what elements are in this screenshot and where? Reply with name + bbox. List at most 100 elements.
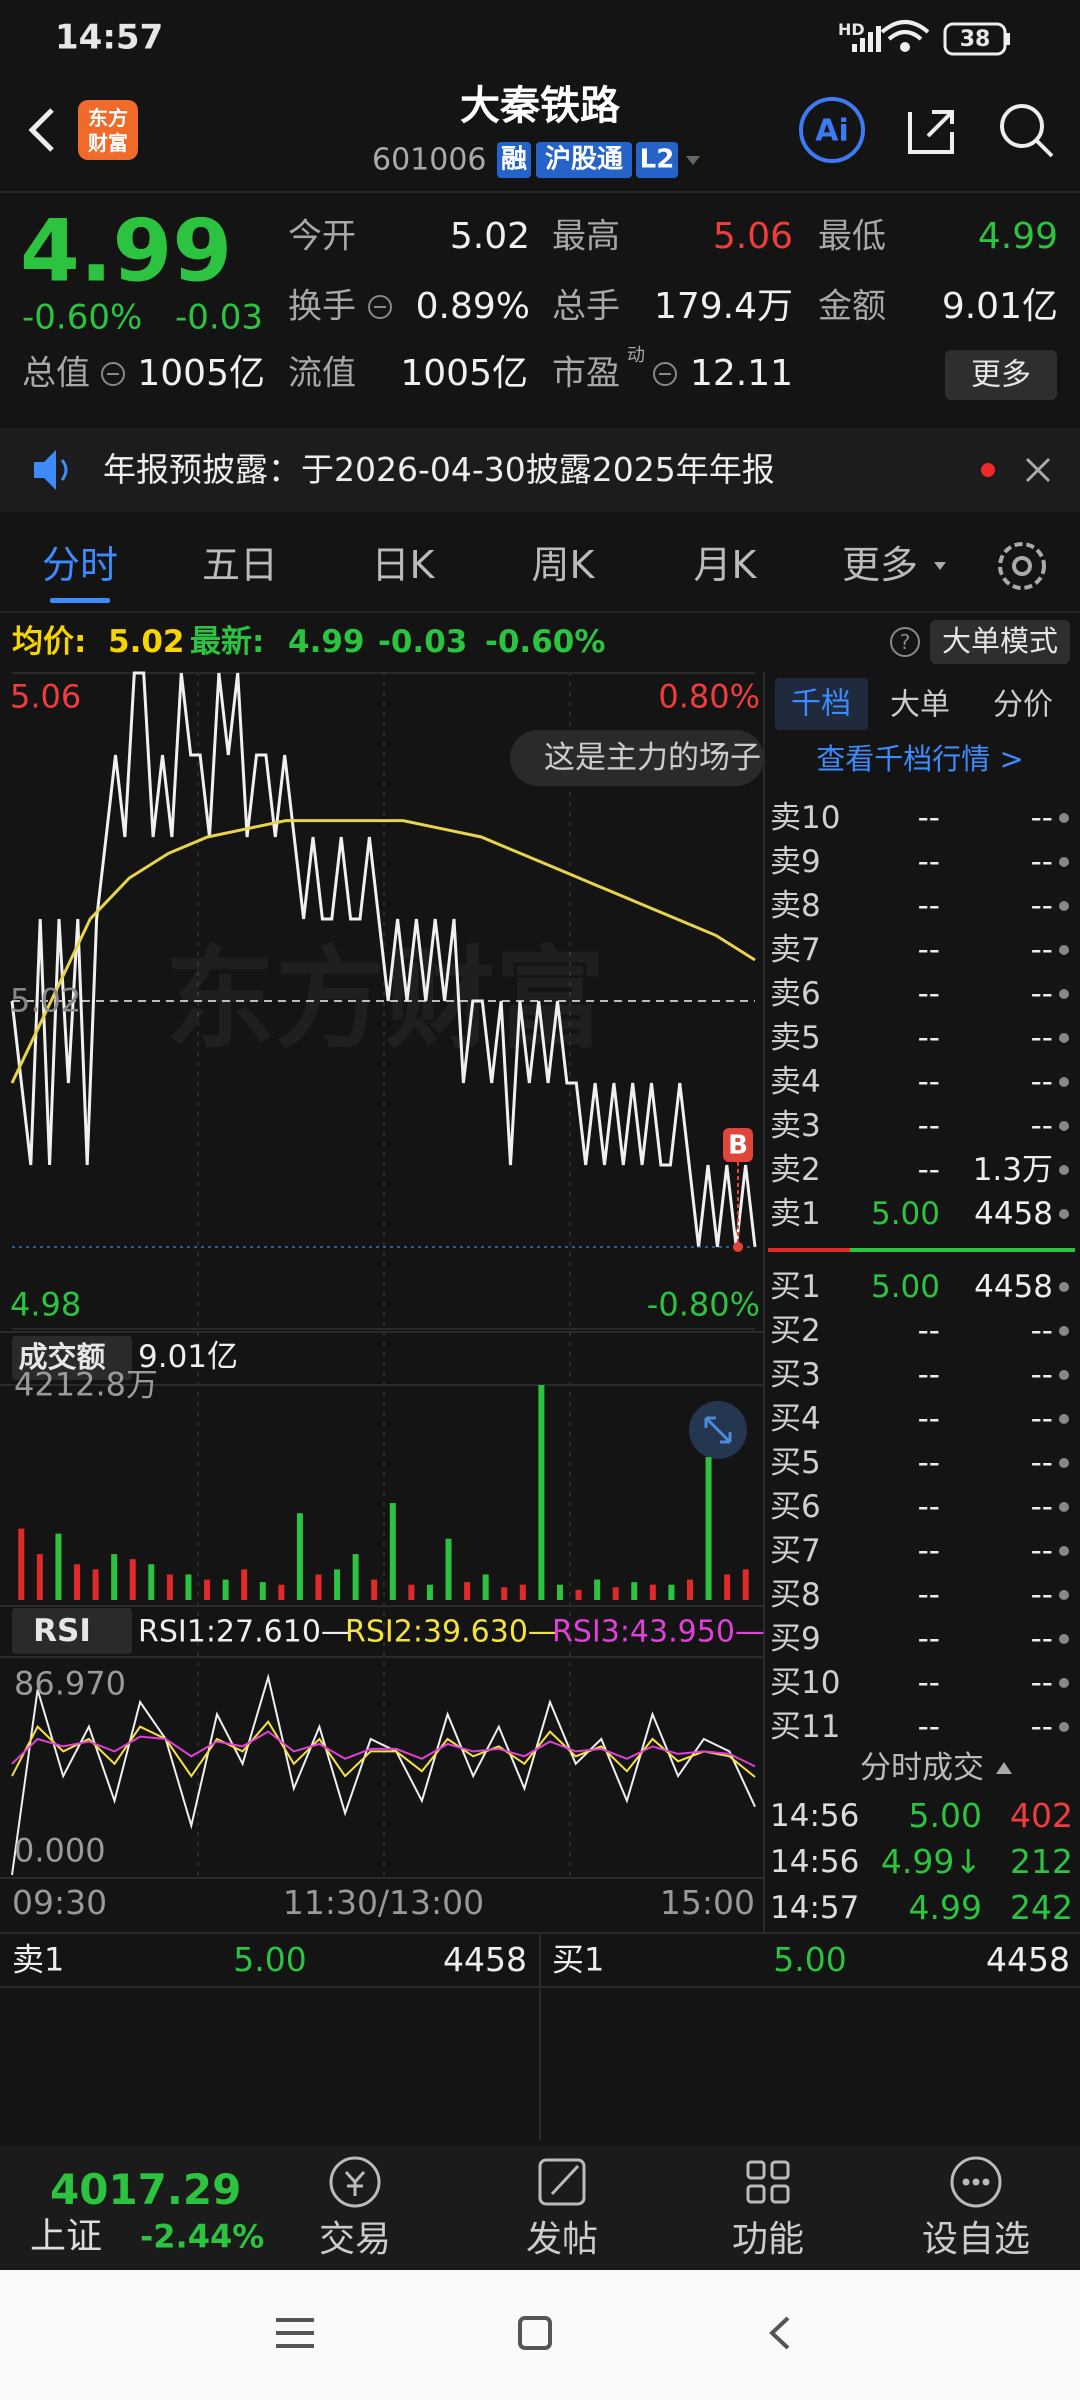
speaker-icon	[34, 450, 56, 490]
stock-tag-text: 融	[500, 144, 528, 175]
trade-price: 4.99↓	[880, 1841, 982, 1881]
system-buttons[interactable]	[276, 2316, 790, 2350]
series-line	[11, 1673, 756, 1876]
volume-bar	[296, 1513, 303, 1600]
share-button[interactable]	[908, 110, 954, 154]
book-volume: --	[1030, 1312, 1053, 1349]
index-value[interactable]: 4017.29	[50, 2164, 242, 2214]
close-button[interactable]	[1025, 457, 1051, 483]
book-volume: --	[1030, 799, 1053, 836]
big-order-mode[interactable]: 大单模式	[930, 620, 1070, 664]
book-volume: --	[1030, 1107, 1053, 1144]
info-latest: 4.99	[288, 623, 365, 660]
clock: 14:57	[55, 17, 164, 58]
book-tab[interactable]: 千档	[791, 686, 851, 722]
volume-bar	[742, 1569, 749, 1600]
logo[interactable]	[78, 100, 138, 160]
more-label[interactable]: 更多	[971, 357, 1031, 393]
tick-label: 86.970	[14, 1664, 126, 1703]
collapse-arrow[interactable]	[996, 1762, 1012, 1774]
ai-label[interactable]: Ai	[815, 113, 849, 149]
book-price: --	[917, 843, 940, 880]
volume-bar	[464, 1582, 471, 1600]
legend-entry: RSI2:39.630—	[345, 1614, 558, 1650]
volume-bar	[111, 1554, 118, 1600]
notice-text[interactable]: 年报预披露：于2026-04-30披露2025年年报	[103, 449, 775, 489]
book-dot	[1059, 989, 1069, 999]
time-label: 09:30	[12, 1882, 108, 1922]
nav-label[interactable]: 功能	[731, 2219, 805, 2261]
volume-bar	[148, 1564, 155, 1600]
nav-label[interactable]: 交易	[318, 2219, 392, 2261]
field-label: 总手	[552, 286, 620, 327]
trades-title[interactable]: 分时成交	[860, 1749, 984, 1786]
volume-bar	[594, 1579, 601, 1600]
tab[interactable]: 周K	[531, 543, 595, 588]
nav-label[interactable]: 发帖	[525, 2219, 599, 2261]
stock-tag[interactable]: L2	[636, 142, 678, 178]
book-volume: --	[1030, 975, 1053, 1012]
nav-icons[interactable]	[329, 2156, 1002, 2208]
tick-label: 0.000	[14, 1831, 106, 1870]
volume-title[interactable]: 成交额	[18, 1340, 106, 1375]
indicator-select[interactable]: RSI	[12, 1608, 132, 1654]
volume-bar	[501, 1587, 508, 1600]
book-tab-active[interactable]: 千档	[775, 678, 868, 730]
back-button[interactable]	[28, 108, 54, 152]
book-level: 买4	[770, 1400, 821, 1437]
legend-entry: RSI3:43.950—	[552, 1614, 765, 1650]
tab[interactable]: 日K	[371, 543, 435, 588]
more-button[interactable]: 更多	[945, 350, 1057, 400]
stock-tag[interactable]: 沪股通	[536, 142, 632, 178]
best-price: 5.00	[233, 1939, 307, 1979]
annotation-bubble[interactable]: 这是主力的场子	[510, 730, 764, 786]
volume-bar	[705, 1457, 712, 1600]
book-level: 买1	[770, 1268, 821, 1305]
tick-label: 4.98	[10, 1285, 82, 1324]
book-level: 卖4	[770, 1063, 821, 1100]
wifi-icon	[880, 20, 930, 52]
book-tab[interactable]: 大单	[890, 687, 950, 723]
book-tab[interactable]: 分价	[993, 687, 1053, 723]
settings-button[interactable]	[998, 542, 1046, 590]
book-price: --	[917, 1620, 940, 1657]
book-volume: 1.3万	[972, 1151, 1053, 1188]
field-label: 金额	[818, 286, 886, 327]
indicator-title[interactable]: RSI	[33, 1612, 91, 1649]
help-icon[interactable]	[890, 627, 920, 657]
book-dot	[1059, 901, 1069, 911]
mode-label[interactable]: 大单模式	[941, 624, 1059, 659]
tab[interactable]: 月K	[693, 543, 757, 588]
book-volume: --	[1030, 1444, 1053, 1481]
system-nav	[0, 2270, 1080, 2400]
notice-bar[interactable]	[0, 428, 1080, 512]
book-dot	[1059, 1722, 1069, 1732]
volume-bar	[55, 1533, 62, 1600]
tab[interactable]: 更多	[841, 543, 919, 588]
dropdown-arrow[interactable]	[686, 156, 700, 165]
search-button[interactable]	[1000, 104, 1054, 158]
book-price: --	[917, 1708, 940, 1745]
book-dot	[1059, 1678, 1069, 1688]
nav-label[interactable]: 设自选	[921, 2219, 1031, 2261]
volume-select[interactable]: 成交额	[12, 1336, 132, 1380]
stock-tag-text: 沪股通	[544, 144, 624, 175]
ai-button[interactable]	[799, 97, 865, 163]
tab[interactable]: 五日	[201, 543, 279, 588]
book-price: --	[917, 1312, 940, 1349]
signal-icon	[852, 26, 881, 52]
best-volume: 4458	[443, 1939, 527, 1979]
book-level: 买3	[770, 1356, 821, 1393]
book-link[interactable]: 查看千档行情 >	[816, 742, 1024, 777]
tab[interactable]: 分时	[41, 543, 119, 588]
field-label: 最低	[818, 216, 886, 257]
volume-bar	[92, 1569, 99, 1600]
more-arrow[interactable]	[934, 562, 946, 570]
info-avg-label: 均价:	[12, 623, 87, 660]
field-value: 9.01亿	[941, 286, 1058, 328]
book-price: --	[917, 1063, 940, 1100]
book-price: 5.00	[870, 1268, 940, 1305]
stock-tag-text: L2	[639, 144, 675, 175]
trade-volume: 402	[1010, 1795, 1073, 1835]
stock-tag[interactable]: 融	[497, 142, 531, 178]
